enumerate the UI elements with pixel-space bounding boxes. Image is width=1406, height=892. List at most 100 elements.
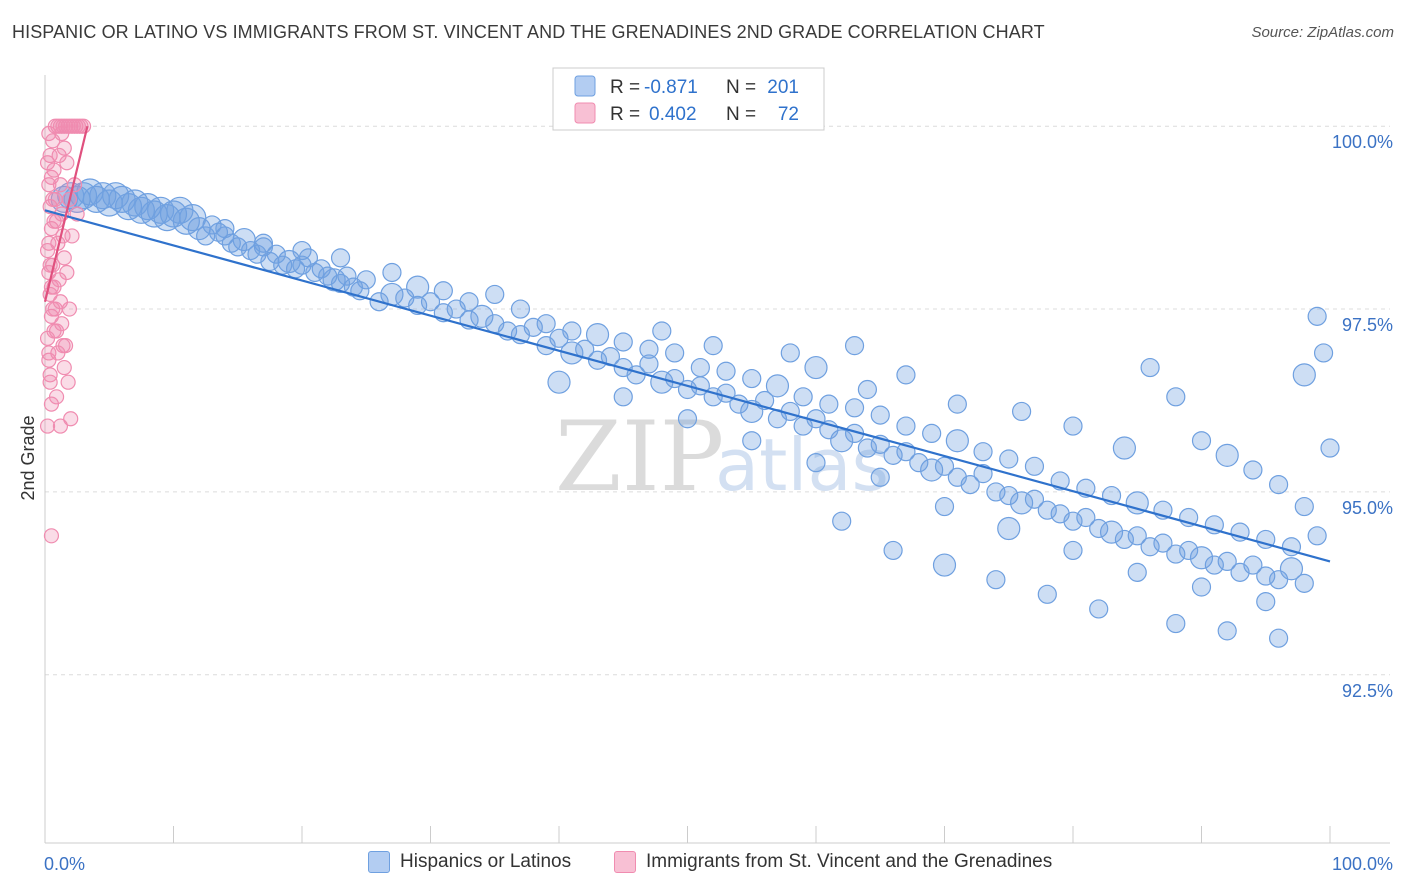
point-hispanics-121 bbox=[215, 219, 235, 239]
point-hispanics-161 bbox=[547, 370, 571, 394]
point-immigrants-51 bbox=[63, 411, 79, 427]
point-hispanics-33 bbox=[266, 244, 286, 264]
point-hispanics-185 bbox=[1320, 438, 1340, 458]
point-hispanics-56 bbox=[470, 304, 494, 328]
x-tick-label-1: 100.0% bbox=[1332, 854, 1393, 874]
chart-source: Source: ZipAtlas.com bbox=[1251, 24, 1394, 41]
point-hispanics-171 bbox=[1191, 577, 1212, 597]
point-hispanics-90 bbox=[909, 453, 929, 473]
point-hispanics-139 bbox=[742, 368, 762, 389]
point-hispanics-164 bbox=[742, 431, 762, 451]
series-hispanics-points bbox=[50, 178, 1340, 648]
legend-swatch-blue bbox=[574, 75, 596, 97]
point-hispanics-183 bbox=[1307, 306, 1327, 326]
point-immigrants-67 bbox=[48, 389, 65, 405]
point-hispanics-129 bbox=[485, 284, 505, 305]
point-immigrants-50 bbox=[60, 374, 76, 390]
point-hispanics-144 bbox=[870, 405, 890, 425]
point-hispanics-174 bbox=[883, 540, 903, 561]
point-hispanics-95 bbox=[973, 464, 993, 484]
point-hispanics-195 bbox=[1063, 416, 1083, 436]
legend-n-label-1: N = bbox=[726, 77, 756, 98]
point-immigrants-47 bbox=[59, 264, 75, 281]
point-hispanics-138 bbox=[716, 361, 736, 381]
point-hispanics-154 bbox=[1125, 491, 1149, 515]
point-hispanics-103 bbox=[1076, 507, 1096, 528]
point-hispanics-168 bbox=[997, 516, 1021, 541]
point-hispanics-108 bbox=[1140, 537, 1160, 557]
point-immigrants-52 bbox=[41, 125, 57, 142]
point-immigrants-46 bbox=[64, 228, 80, 244]
point-hispanics-162 bbox=[613, 387, 633, 407]
point-hispanics-47 bbox=[356, 270, 376, 290]
bottom-legend: Hispanics or Latinos Immigrants from St.… bbox=[0, 851, 1406, 879]
trend-line-0 bbox=[44, 209, 1331, 563]
point-hispanics-126 bbox=[406, 275, 430, 299]
legend-item-hispanics[interactable]: Hispanics or Latinos bbox=[368, 851, 571, 873]
point-hispanics-201 bbox=[703, 336, 723, 356]
axes bbox=[44, 75, 1390, 844]
point-hispanics-127 bbox=[433, 281, 453, 301]
point-hispanics-99 bbox=[1024, 489, 1045, 509]
point-hispanics-125 bbox=[382, 262, 402, 283]
point-hispanics-165 bbox=[806, 453, 826, 473]
legend-n-value-2: 72 bbox=[778, 104, 799, 125]
point-hispanics-150 bbox=[1024, 456, 1045, 476]
point-hispanics-107 bbox=[1127, 526, 1147, 546]
trend-lines bbox=[43, 125, 1331, 563]
legend-r-value-1: -0.871 bbox=[644, 77, 698, 98]
point-hispanics-92 bbox=[934, 456, 955, 476]
point-hispanics-163 bbox=[677, 409, 698, 429]
point-immigrants-48 bbox=[61, 301, 78, 317]
point-hispanics-196 bbox=[1112, 436, 1137, 460]
point-immigrants-26 bbox=[56, 250, 72, 266]
point-hispanics-63 bbox=[560, 341, 584, 365]
point-hispanics-112 bbox=[1189, 546, 1214, 570]
point-hispanics-200 bbox=[780, 343, 800, 363]
point-hispanics-120 bbox=[1294, 573, 1314, 593]
point-hispanics-133 bbox=[585, 323, 610, 347]
point-hispanics-203 bbox=[804, 355, 828, 380]
legend-n-label-2: N = bbox=[726, 104, 756, 125]
point-hispanics-117 bbox=[1256, 566, 1276, 586]
watermark-zip: ZIP bbox=[555, 401, 724, 513]
point-hispanics-100 bbox=[1037, 500, 1057, 520]
point-immigrants-49 bbox=[57, 338, 74, 354]
legend-swatch-hispanics bbox=[368, 851, 390, 873]
stats-legend: R = -0.871 N = 201 R = 0.402 N = 72 bbox=[552, 67, 825, 131]
point-hispanics-109 bbox=[1153, 533, 1173, 553]
point-immigrants-31 bbox=[56, 359, 72, 376]
point-hispanics-198 bbox=[896, 365, 916, 385]
legend-label-immigrants: Immigrants from St. Vincent and the Gren… bbox=[646, 851, 1053, 872]
point-hispanics-22 bbox=[196, 226, 216, 246]
y-tick-label-0: 100.0% bbox=[1332, 132, 1393, 152]
series-immigrants-points bbox=[39, 118, 92, 544]
legend-r-label-2: R = bbox=[610, 104, 640, 125]
point-hispanics-132 bbox=[562, 321, 582, 341]
chart-title: HISPANIC OR LATINO VS IMMIGRANTS FROM ST… bbox=[12, 22, 1045, 42]
point-hispanics-110 bbox=[1166, 544, 1186, 564]
point-hispanics-188 bbox=[1191, 431, 1212, 451]
point-hispanics-84 bbox=[830, 429, 854, 453]
y-axis-label: 2nd Grade bbox=[18, 415, 38, 500]
point-hispanics-119 bbox=[1279, 557, 1304, 581]
point-hispanics-39 bbox=[305, 262, 325, 283]
point-hispanics-187 bbox=[1166, 387, 1186, 407]
point-hispanics-190 bbox=[1243, 460, 1263, 480]
point-hispanics-192 bbox=[1294, 496, 1314, 517]
point-hispanics-184 bbox=[1313, 343, 1334, 363]
point-hispanics-20 bbox=[179, 204, 207, 232]
point-hispanics-69 bbox=[639, 354, 659, 374]
point-hispanics-186 bbox=[1140, 357, 1160, 378]
point-hispanics-148 bbox=[973, 442, 993, 462]
point-hispanics-111 bbox=[1179, 540, 1199, 561]
point-hispanics-177 bbox=[1037, 584, 1057, 604]
point-hispanics-194 bbox=[1011, 401, 1032, 422]
legend-item-immigrants[interactable]: Immigrants from St. Vincent and the Gren… bbox=[614, 851, 1052, 873]
point-hispanics-197 bbox=[844, 336, 865, 356]
point-hispanics-128 bbox=[459, 292, 479, 312]
point-hispanics-147 bbox=[945, 429, 969, 453]
point-hispanics-52 bbox=[420, 292, 441, 312]
point-hispanics-180 bbox=[1217, 621, 1237, 641]
